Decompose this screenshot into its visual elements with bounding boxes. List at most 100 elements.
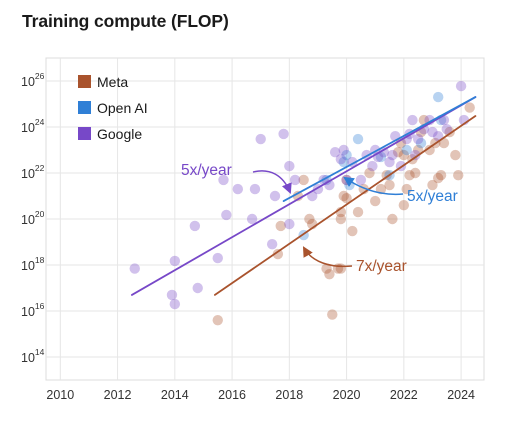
google-legend-label: Google xyxy=(97,126,142,142)
google-point xyxy=(166,289,178,301)
google-point xyxy=(269,190,281,202)
axes: 2010 2012 2014 2016 2018 2020 2022 202410141016… xyxy=(21,71,475,402)
y-tick-label: 1016 xyxy=(21,301,45,319)
open-ai-trend-line xyxy=(282,96,477,203)
y-tick-base: 10 xyxy=(21,121,35,135)
meta-point xyxy=(401,183,412,195)
y-tick-base: 10 xyxy=(21,351,35,365)
meta-point xyxy=(347,225,358,237)
google-point xyxy=(412,133,424,145)
google-point xyxy=(246,213,258,225)
y-tick-exponent: 14 xyxy=(35,347,45,357)
meta-point xyxy=(338,190,349,202)
meta-point xyxy=(275,220,286,232)
open-ai-trend-arrow xyxy=(343,176,404,196)
meta-point xyxy=(321,263,332,274)
meta-point xyxy=(352,206,364,218)
y-tick-base: 10 xyxy=(21,305,35,319)
x-tick-label: 2022 xyxy=(390,388,418,402)
meta-legend-label: Meta xyxy=(97,74,128,90)
y-tick-base: 10 xyxy=(21,213,35,227)
open-ai-legend-swatch xyxy=(78,101,91,114)
x-tick-label: 2018 xyxy=(275,388,303,402)
google-point xyxy=(441,124,452,135)
meta-point xyxy=(410,167,421,179)
google-point xyxy=(289,174,301,186)
google-point xyxy=(221,209,232,221)
google-point xyxy=(410,149,421,161)
annotations: 5x/year 5x/year 7x/year xyxy=(181,162,458,275)
google-trend-line xyxy=(130,96,477,296)
google-point xyxy=(218,174,229,186)
y-tick-exponent: 22 xyxy=(35,163,45,173)
open-ai-point xyxy=(341,149,352,161)
x-tick-label: 2016 xyxy=(218,388,246,402)
open-ai-point xyxy=(401,144,412,156)
google-point xyxy=(192,282,203,294)
meta-point xyxy=(398,149,410,161)
y-tick-base: 10 xyxy=(21,259,35,273)
google-point xyxy=(338,144,349,156)
google-point xyxy=(249,183,261,195)
meta-point xyxy=(272,248,284,260)
y-tick-label: 1014 xyxy=(21,347,45,365)
meta-trend-line xyxy=(214,115,477,296)
google-point xyxy=(329,147,341,158)
x-tick-label: 2014 xyxy=(161,388,189,402)
google-point xyxy=(266,239,278,250)
meta-point xyxy=(453,170,464,181)
google-point xyxy=(378,147,390,158)
meta-point xyxy=(398,199,410,211)
meta-point xyxy=(212,314,223,326)
google-point xyxy=(427,126,438,138)
meta-trend-label: 7x/year xyxy=(356,258,407,275)
meta-point xyxy=(364,167,375,179)
x-tick-label: 2020 xyxy=(333,388,361,402)
google-legend-swatch xyxy=(78,127,91,140)
x-tick-label: 2010 xyxy=(46,388,74,402)
y-tick-label: 1024 xyxy=(21,117,45,135)
google-point xyxy=(284,160,295,172)
meta-point xyxy=(324,268,335,280)
meta-point xyxy=(404,170,415,181)
y-tick-label: 1022 xyxy=(21,163,45,181)
y-tick-base: 10 xyxy=(21,75,35,89)
x-tick-label: 2012 xyxy=(104,388,132,402)
y-tick-label: 1018 xyxy=(21,255,45,273)
grid xyxy=(45,57,485,381)
y-tick-exponent: 26 xyxy=(35,71,45,81)
google-point xyxy=(212,252,223,264)
meta-point xyxy=(298,174,309,186)
google-point xyxy=(355,174,367,186)
meta-point xyxy=(392,147,404,158)
google-point xyxy=(169,298,181,310)
legend: Meta Open AI Google xyxy=(78,74,148,142)
open-ai-point xyxy=(338,156,349,168)
google-point xyxy=(284,218,295,230)
google-trend-arrow xyxy=(252,170,292,194)
google-point xyxy=(129,263,140,274)
google-point xyxy=(367,160,378,172)
google-point xyxy=(189,220,201,232)
meta-point xyxy=(427,179,438,191)
open-ai-point xyxy=(415,137,427,149)
google-point xyxy=(387,149,398,161)
google-point xyxy=(455,80,467,92)
meta-legend-swatch xyxy=(78,75,91,88)
y-tick-label: 1026 xyxy=(21,71,45,89)
google-point xyxy=(255,133,266,145)
y-tick-exponent: 24 xyxy=(35,117,45,127)
meta-point xyxy=(384,179,395,191)
meta-point xyxy=(370,195,381,207)
meta-point xyxy=(387,213,398,225)
google-point xyxy=(232,183,244,195)
meta-point xyxy=(464,102,475,113)
google-point xyxy=(384,156,395,168)
open-ai-legend-label: Open AI xyxy=(97,100,148,116)
trend-lines xyxy=(130,96,477,296)
google-point xyxy=(278,128,289,140)
meta-point xyxy=(341,193,352,204)
y-tick-exponent: 18 xyxy=(35,255,45,265)
meta-trend-arrow xyxy=(302,246,353,268)
